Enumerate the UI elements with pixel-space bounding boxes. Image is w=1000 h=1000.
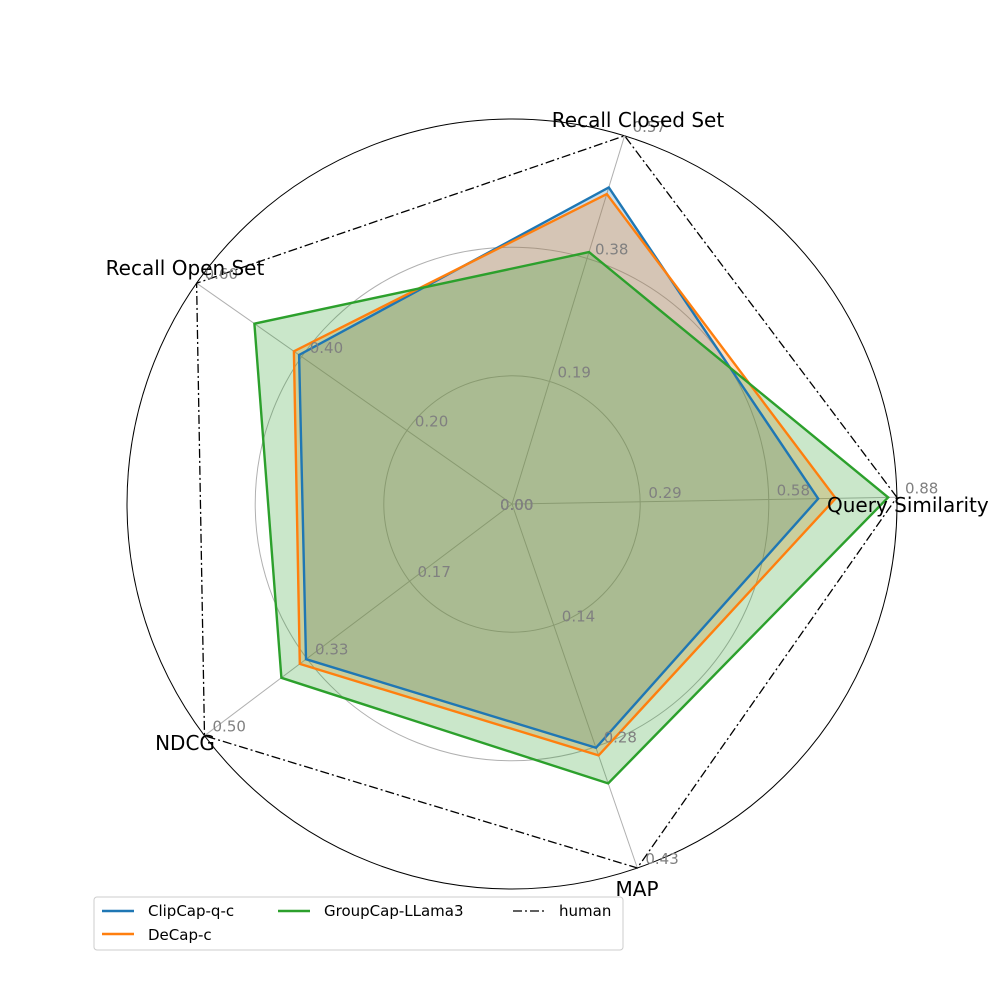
axis-label-map: MAP xyxy=(616,877,659,901)
radar-grid xyxy=(126,118,898,890)
legend-label-groupcap: GroupCap-LLama3 xyxy=(324,902,464,920)
tick-label: 0.43 xyxy=(645,850,678,868)
tick-label: 0.20 xyxy=(415,412,448,430)
grid-spoke xyxy=(511,135,626,505)
legend-label-human: human xyxy=(559,902,611,920)
grid-ring xyxy=(383,375,641,633)
tick-label: 0.00 xyxy=(500,496,533,514)
tick-label: 0.00 xyxy=(500,496,533,514)
tick-label: 0.88 xyxy=(905,479,938,497)
tick-label: 0.00 xyxy=(500,496,533,514)
tick-label: 0.58 xyxy=(777,482,810,500)
series-area-decap-c xyxy=(293,194,836,756)
legend-label-clipcap: ClipCap-q-c xyxy=(148,902,234,920)
tick-label: 0.50 xyxy=(213,718,246,736)
series-area-groupcap-llama3 xyxy=(254,252,889,784)
grid-ring xyxy=(126,118,898,890)
series-line-human xyxy=(195,135,898,869)
tick-label: 0.38 xyxy=(595,241,628,259)
axis-label-ndcg: NDCG xyxy=(155,731,215,755)
tick-label: 0.40 xyxy=(310,339,343,357)
grid-spoke xyxy=(511,503,638,869)
grid-ring xyxy=(254,246,770,762)
tick-labels: 0.000.29 0.58 0.880.000.190.380.570.000.20… xyxy=(205,118,939,868)
series-line-clipcap-q-c xyxy=(297,185,820,750)
tick-label: 0.17 xyxy=(418,563,451,581)
axis-label-query-similarity: Query Similarity xyxy=(827,493,989,517)
tick-label: 0.00 xyxy=(500,496,533,514)
tick-label: 0.14 xyxy=(562,607,595,625)
series-line-decap-c xyxy=(292,192,838,757)
series-line-groupcap-llama3 xyxy=(253,250,890,785)
tick-label: 0.33 xyxy=(315,640,348,658)
legend-frame xyxy=(93,896,624,951)
series-fills xyxy=(254,187,889,784)
tick-label: 0.57 xyxy=(633,118,666,136)
axis-label-recall-open-set: Recall Open Set xyxy=(106,256,265,280)
legend: ClipCap-q-c DeCap-c GroupCap-LLama3 huma… xyxy=(93,896,624,951)
tick-label: 0.60 xyxy=(205,265,238,283)
tick-label: 0.28 xyxy=(604,729,637,747)
axis-label-recall-closed-set: Recall Closed Set xyxy=(552,108,725,132)
legend-label-decap: DeCap-c xyxy=(148,926,212,944)
series-lines xyxy=(195,135,898,869)
tick-label: 0.29 xyxy=(648,484,681,502)
series-area-clipcap-q-c xyxy=(299,187,819,748)
tick-label: 0.00 xyxy=(500,496,533,514)
grid-spoke xyxy=(511,496,897,505)
tick-label: 0.19 xyxy=(558,363,591,381)
grid-spoke xyxy=(204,503,513,737)
axis-labels: Query Similarity Recall Closed Set Recall … xyxy=(106,108,989,901)
grid-spoke xyxy=(196,282,513,505)
